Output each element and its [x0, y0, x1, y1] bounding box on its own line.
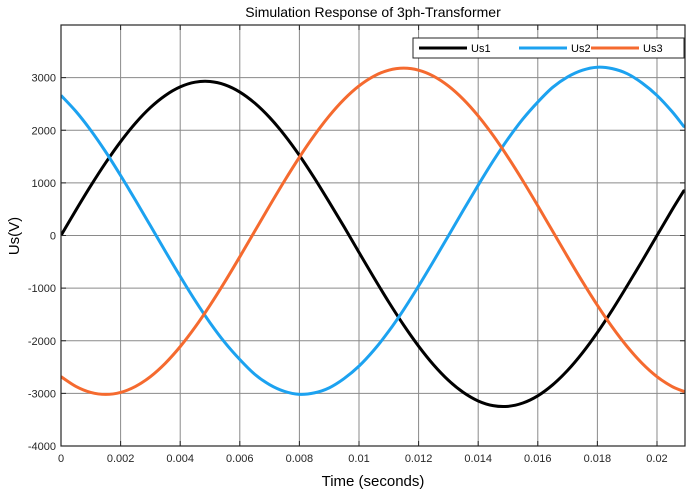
chart-title: Simulation Response of 3ph-Transformer	[245, 4, 501, 20]
series-line-us1	[61, 79, 685, 409]
y-tick-label: 0	[50, 231, 56, 243]
y-tick-labels: -4000 -3000 -2000 -1000 0 1000 2000 3000	[28, 73, 56, 453]
x-tick-labels: 0 0.002 0.004 0.006 0.008 0.01 0.012 0.014 0.016…	[58, 453, 668, 465]
x-tick-label: 0.01	[348, 453, 369, 465]
y-tick-label: -3000	[28, 388, 56, 400]
grid	[60, 25, 685, 446]
x-tick-label: 0.02	[646, 453, 667, 465]
y-tick-label: 3000	[32, 73, 56, 85]
x-tick-label: 0.006	[226, 453, 254, 465]
series-line-us3	[61, 66, 685, 396]
legend-label-us3: Us3	[643, 43, 663, 55]
y-tick-label: -4000	[28, 441, 56, 453]
y-tick-label: 1000	[32, 178, 56, 190]
x-tick-label: 0.018	[584, 453, 612, 465]
legend: Us1 Us2 Us3	[412, 37, 685, 59]
y-tick-label: -1000	[28, 283, 56, 295]
legend-label-us2: Us2	[571, 43, 591, 55]
legend-label-us1: Us1	[471, 43, 491, 55]
x-tick-label: 0.016	[524, 453, 552, 465]
ticks	[60, 25, 685, 447]
y-axis-label: Us(V)	[6, 217, 23, 255]
x-tick-label: 0	[58, 453, 64, 465]
x-tick-label: 0.004	[166, 453, 194, 465]
y-tick-label: 2000	[32, 125, 56, 137]
x-tick-label: 0.002	[107, 453, 135, 465]
x-tick-label: 0.008	[286, 453, 314, 465]
series-line-us2	[61, 65, 685, 396]
y-tick-label: -2000	[28, 336, 56, 348]
series-layer	[61, 65, 685, 409]
x-tick-label: 0.014	[464, 453, 492, 465]
x-tick-label: 0.012	[405, 453, 433, 465]
x-axis-label: Time (seconds)	[322, 473, 425, 490]
